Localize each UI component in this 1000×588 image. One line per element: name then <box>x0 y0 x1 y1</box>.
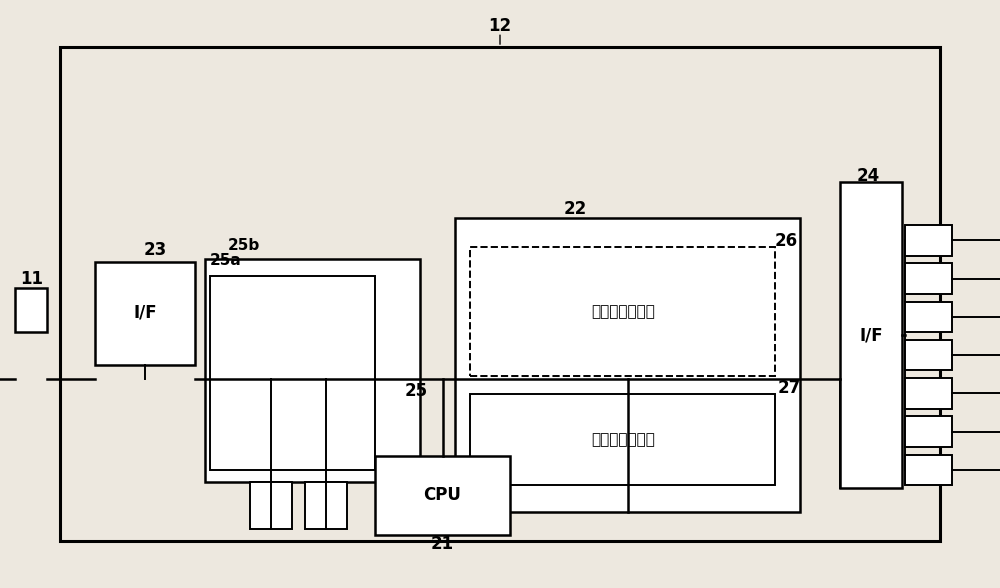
Text: 23: 23 <box>143 241 167 259</box>
Bar <box>905 340 952 370</box>
Text: 25a: 25a <box>210 252 242 268</box>
Bar <box>250 482 292 529</box>
Bar <box>470 394 775 485</box>
Text: CPU: CPU <box>423 486 461 504</box>
Bar <box>375 456 510 535</box>
Bar <box>470 247 775 376</box>
Text: 27: 27 <box>778 379 801 397</box>
Text: 11: 11 <box>20 270 43 288</box>
Bar <box>15 288 47 332</box>
Text: I/F: I/F <box>133 304 157 322</box>
Bar <box>60 47 940 541</box>
Bar <box>840 182 902 488</box>
Bar <box>210 276 375 470</box>
Bar <box>905 263 952 294</box>
Text: 功能表制作程序: 功能表制作程序 <box>591 304 655 319</box>
Bar <box>95 262 195 365</box>
Text: 21: 21 <box>430 535 454 553</box>
Text: 25b: 25b <box>228 238 260 253</box>
Bar <box>905 225 952 256</box>
Bar <box>205 259 420 482</box>
Text: 功能表执行程序: 功能表执行程序 <box>591 432 655 447</box>
Bar <box>455 218 800 512</box>
Text: 12: 12 <box>488 18 512 35</box>
Text: 26: 26 <box>775 232 798 250</box>
Bar <box>305 482 347 529</box>
Bar <box>905 416 952 447</box>
Bar <box>905 378 952 409</box>
Bar <box>905 455 952 485</box>
Bar <box>905 302 952 332</box>
Text: I/F: I/F <box>859 326 883 344</box>
Text: 25: 25 <box>405 382 428 400</box>
Text: 22: 22 <box>563 200 587 218</box>
Text: 24: 24 <box>856 168 880 185</box>
